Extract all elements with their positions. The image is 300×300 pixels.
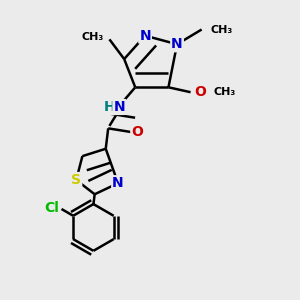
Text: O: O [131, 125, 143, 139]
Text: Cl: Cl [44, 201, 59, 215]
Text: CH₃: CH₃ [210, 25, 232, 34]
Text: N: N [171, 37, 183, 51]
Text: H: H [103, 100, 115, 114]
Text: N: N [113, 100, 125, 114]
Text: N: N [112, 176, 124, 190]
Text: CH₃: CH₃ [81, 32, 103, 42]
Text: S: S [71, 173, 81, 187]
Text: N: N [139, 29, 151, 43]
Text: CH₃: CH₃ [214, 87, 236, 97]
Text: O: O [194, 85, 206, 99]
